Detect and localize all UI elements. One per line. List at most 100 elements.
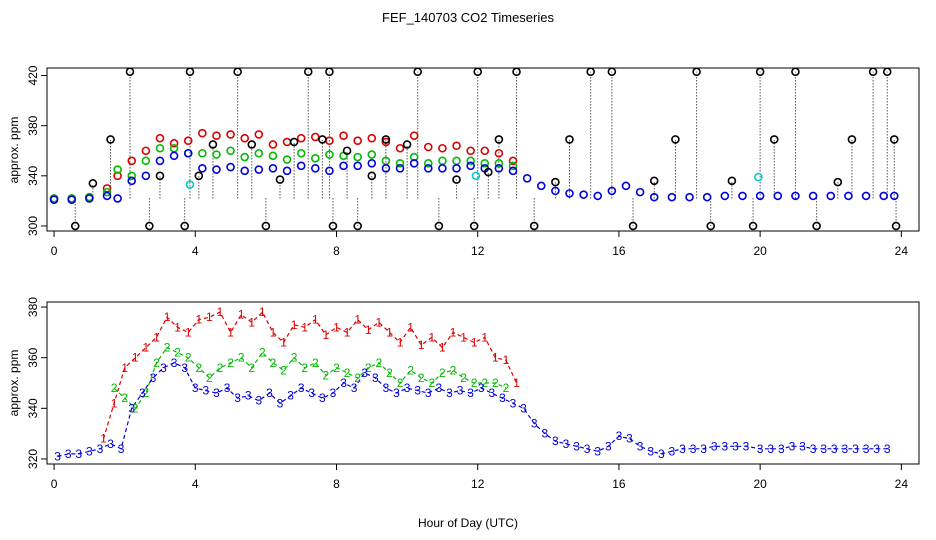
top-point-ref [125, 67, 135, 77]
top-point-s3 [438, 164, 447, 173]
bottom-y-tick-label: 380 [26, 297, 40, 317]
top-point-s1 [282, 137, 292, 147]
top-point-s2 [325, 150, 334, 159]
top-point-s3 [102, 191, 112, 201]
top-point-ref [473, 67, 483, 77]
bottom-point-s2: 2 [503, 381, 510, 395]
bottom-point-s3: 3 [700, 442, 707, 456]
bottom-point-s2: 2 [407, 363, 414, 377]
top-point-s3 [494, 164, 504, 173]
bottom-point-s2: 2 [481, 376, 488, 390]
top-point-ref [791, 67, 800, 77]
top-point-s2 [494, 158, 504, 168]
bottom-point-s3: 3 [820, 442, 827, 456]
top-point-ref [88, 179, 98, 188]
bottom-point-s3: 3 [863, 442, 870, 456]
top-x-tick-label: 12 [471, 244, 485, 258]
bottom-point-s1: 1 [503, 353, 510, 367]
bottom-point-s2: 2 [143, 386, 150, 400]
bottom-point-s3: 3 [732, 439, 739, 453]
bottom-point-s3: 3 [884, 442, 891, 456]
top-x-tick-label: 4 [192, 244, 199, 258]
bottom-point-s3: 3 [520, 401, 527, 415]
top-y-axis-label: approx. ppm [7, 117, 21, 184]
bottom-point-s3: 3 [234, 391, 241, 405]
top-point-s3 [738, 191, 747, 201]
top-plot-frame [46, 67, 920, 232]
bottom-plot-frame [46, 301, 920, 465]
top-point-s2 [311, 153, 320, 163]
top-point-ref [318, 135, 327, 144]
top-point-s3 [861, 191, 871, 201]
top-point-ref [868, 67, 878, 77]
bottom-point-s1: 1 [206, 310, 213, 324]
bottom-x-tick-label: 24 [895, 477, 909, 491]
top-point-ref [706, 221, 716, 231]
bottom-point-s3: 3 [669, 444, 676, 458]
bottom-point-s1: 1 [312, 313, 319, 327]
bottom-point-s3: 3 [690, 442, 697, 456]
top-point-s3 [85, 194, 94, 203]
top-point-ref [413, 67, 422, 77]
bottom-point-s3: 3 [637, 439, 644, 453]
bottom-point-s1: 1 [121, 361, 128, 375]
bottom-point-s2: 2 [428, 376, 435, 390]
bottom-point-s3: 3 [789, 439, 796, 453]
bottom-point-s3: 3 [308, 386, 315, 400]
bottom-point-s1: 1 [354, 313, 361, 327]
top-point-s3 [667, 192, 677, 202]
top-point-s3 [522, 174, 532, 183]
top-point-s1 [183, 136, 193, 146]
top-point-s3 [720, 191, 730, 201]
top-point-ref [233, 67, 242, 77]
bottom-point-s1: 1 [407, 320, 414, 334]
top-point-s2 [480, 158, 490, 168]
top-point-ref [494, 135, 504, 144]
bottom-point-s3: 3 [436, 381, 443, 395]
bottom-point-s2: 2 [450, 363, 457, 377]
top-point-ref [342, 146, 352, 156]
top-point-ref [303, 67, 313, 77]
top-point-ref [551, 177, 560, 187]
top-x-tick-label: 20 [753, 244, 767, 258]
top-point-ref [692, 67, 701, 77]
bottom-point-s3: 3 [414, 384, 421, 398]
bottom-point-s1: 1 [481, 330, 488, 344]
top-point-s3 [169, 151, 179, 161]
bottom-point-s1: 1 [460, 330, 467, 344]
bottom-point-s1: 1 [376, 315, 383, 329]
bottom-point-s2: 2 [418, 371, 425, 385]
bottom-point-s1: 1 [248, 315, 255, 329]
bottom-point-s1: 1 [185, 325, 192, 339]
top-x-tick-label: 8 [333, 244, 340, 258]
bottom-point-s2: 2 [238, 351, 245, 365]
bottom-point-s1: 1 [418, 338, 425, 352]
bottom-point-s2: 2 [259, 346, 266, 360]
bottom-point-s3: 3 [499, 391, 506, 405]
top-point-s2 [226, 146, 235, 156]
bottom-point-s3: 3 [224, 381, 231, 395]
top-point-s3 [621, 181, 631, 191]
top-point-s3 [155, 156, 165, 166]
bottom-point-s3: 3 [118, 442, 125, 456]
bottom-point-s1: 1 [291, 318, 298, 332]
bottom-point-s2: 2 [471, 376, 478, 390]
top-point-s3 [565, 189, 574, 198]
top-point-ref [208, 140, 218, 149]
bottom-point-s3: 3 [647, 444, 654, 458]
top-y-tick-label: 420 [26, 65, 40, 85]
bottom-point-s3: 3 [171, 356, 178, 370]
bottom-y-tick-label: 360 [26, 347, 40, 367]
bottom-point-s3: 3 [467, 386, 474, 400]
top-point-s3 [311, 164, 320, 173]
top-point-s3 [536, 181, 546, 191]
top-point-s2 [423, 158, 433, 168]
bottom-point-s3: 3 [510, 396, 517, 410]
bottom-point-s3: 3 [778, 442, 785, 456]
bottom-point-s1: 1 [450, 325, 457, 339]
top-point-ref [512, 67, 521, 77]
bottom-point-s3: 3 [404, 381, 411, 395]
top-point-s1 [169, 138, 179, 148]
